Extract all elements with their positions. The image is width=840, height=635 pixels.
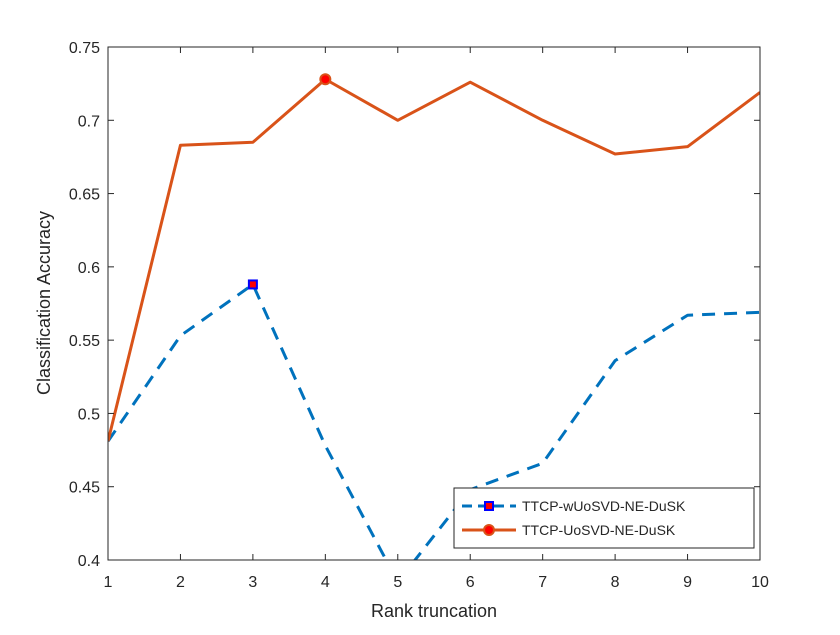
legend-label-2: TTCP-UoSVD-NE-DuSK bbox=[522, 522, 676, 538]
legend: TTCP-wUoSVD-NE-DuSK TTCP-UoSVD-NE-DuSK bbox=[453, 487, 755, 549]
y-tick-label: 0.7 bbox=[78, 113, 100, 130]
y-tick-label: 0.4 bbox=[78, 553, 100, 570]
plot-area bbox=[108, 47, 760, 560]
legend-label-1: TTCP-wUoSVD-NE-DuSK bbox=[522, 498, 686, 514]
y-axis: 0.4 0.45 0.5 0.55 0.6 0.65 0.7 0.75 bbox=[69, 40, 760, 570]
series-line-2 bbox=[108, 77, 760, 442]
x-axis-label: Rank truncation bbox=[371, 601, 497, 621]
y-tick-label: 0.65 bbox=[69, 187, 100, 204]
legend-box bbox=[453, 487, 755, 549]
x-tick-label: 5 bbox=[393, 574, 402, 591]
plot-frame bbox=[107, 46, 761, 561]
x-tick-label: 6 bbox=[466, 574, 475, 591]
series-1-marker bbox=[247, 279, 258, 290]
x-tick-label: 9 bbox=[683, 574, 692, 591]
y-axis-label: Classification Accuracy bbox=[34, 211, 54, 395]
x-tick-label: 7 bbox=[538, 574, 547, 591]
x-tick-label: 2 bbox=[176, 574, 185, 591]
legend-marker-1 bbox=[484, 501, 494, 511]
x-tick-label: 4 bbox=[321, 574, 330, 591]
legend-marker-2 bbox=[483, 524, 495, 536]
series-layer bbox=[108, 77, 760, 560]
x-axis: 1 2 3 4 5 6 7 8 9 10 bbox=[104, 47, 769, 591]
y-tick-label: 0.6 bbox=[78, 260, 100, 277]
series-line-1 bbox=[108, 282, 760, 560]
x-tick-label: 8 bbox=[611, 574, 620, 591]
y-tick-label: 0.55 bbox=[69, 333, 100, 350]
y-tick-label: 0.75 bbox=[69, 40, 100, 57]
x-tick-label: 1 bbox=[104, 574, 113, 591]
x-tick-label: 3 bbox=[248, 574, 257, 591]
y-tick-label: 0.5 bbox=[78, 406, 100, 423]
y-tick-label: 0.45 bbox=[69, 480, 100, 497]
series-2-marker bbox=[319, 73, 332, 86]
x-tick-label: 10 bbox=[751, 574, 769, 591]
